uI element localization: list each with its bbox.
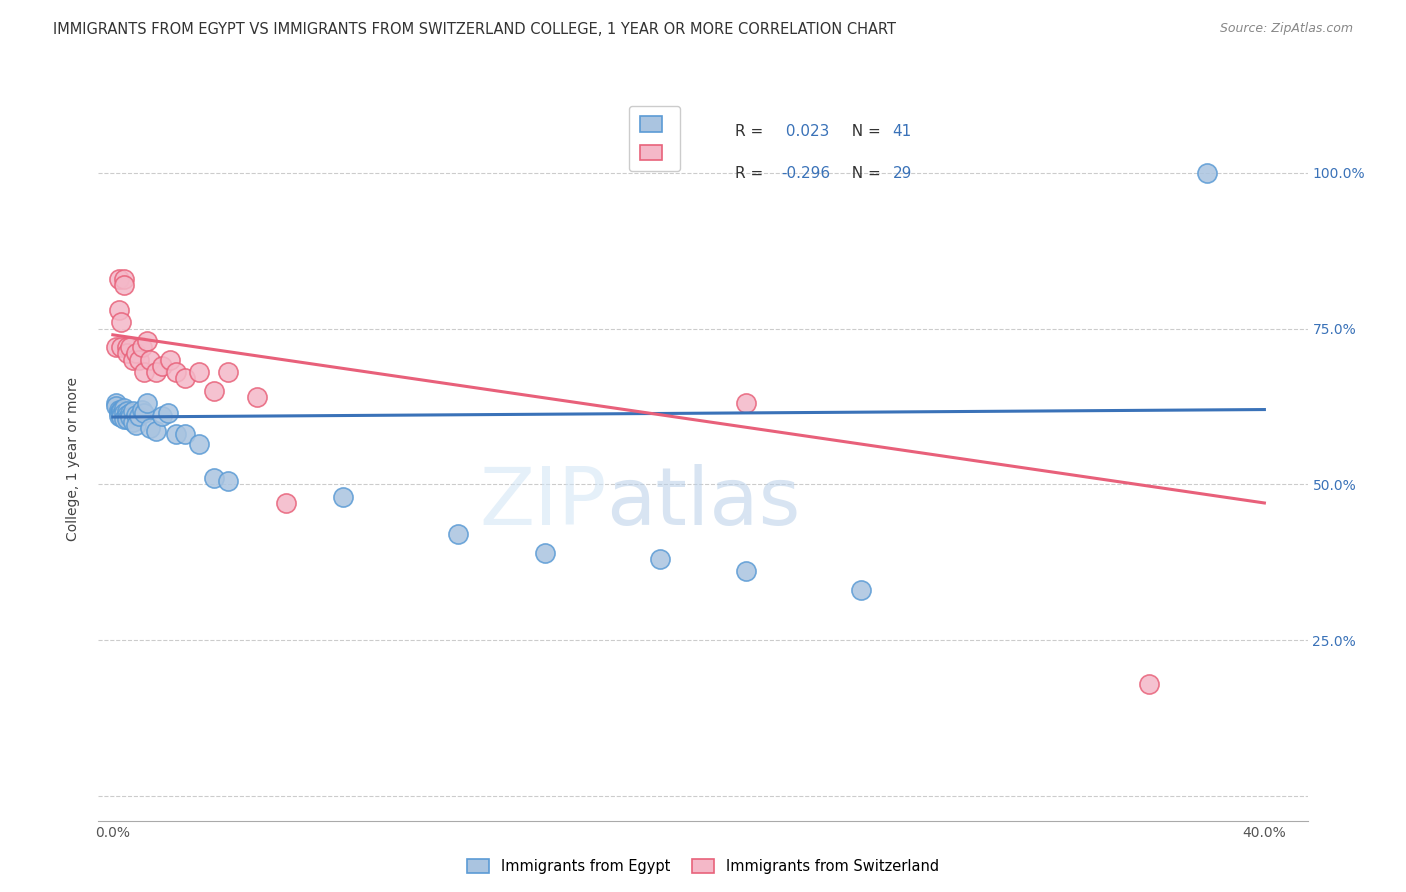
- Point: [110, 402, 132, 417]
- Point: [1137, 676, 1160, 690]
- Point: [112, 277, 135, 292]
- Point: [274, 496, 297, 510]
- Y-axis label: College, 1 year or more: College, 1 year or more: [66, 377, 80, 541]
- Text: -0.296: -0.296: [782, 166, 831, 181]
- Point: [110, 408, 132, 422]
- Point: [107, 302, 129, 317]
- Text: ZIP: ZIP: [479, 464, 606, 541]
- Point: [150, 359, 173, 373]
- Point: [110, 340, 132, 354]
- Point: [150, 409, 173, 423]
- Point: [217, 365, 239, 379]
- Point: [139, 352, 162, 367]
- Point: [115, 412, 138, 426]
- Point: [134, 406, 156, 420]
- Point: [122, 352, 145, 367]
- Text: Source: ZipAtlas.com: Source: ZipAtlas.com: [1219, 22, 1353, 36]
- Point: [128, 352, 150, 367]
- Point: [139, 421, 162, 435]
- Point: [145, 425, 167, 439]
- Point: [246, 390, 269, 404]
- Point: [851, 583, 873, 598]
- Legend: Immigrants from Egypt, Immigrants from Switzerland: Immigrants from Egypt, Immigrants from S…: [461, 854, 945, 880]
- Point: [104, 340, 127, 354]
- Point: [120, 410, 142, 425]
- Point: [125, 418, 148, 433]
- Point: [107, 409, 129, 423]
- Point: [648, 552, 671, 566]
- Text: R =: R =: [735, 124, 769, 139]
- Point: [120, 406, 142, 420]
- Text: atlas: atlas: [606, 464, 800, 541]
- Point: [122, 415, 145, 429]
- Point: [165, 427, 187, 442]
- Point: [202, 384, 225, 398]
- Point: [159, 352, 181, 367]
- Point: [156, 406, 179, 420]
- Point: [112, 271, 135, 285]
- Point: [188, 437, 211, 451]
- Point: [145, 365, 167, 379]
- Point: [131, 402, 153, 417]
- Point: [332, 490, 354, 504]
- Point: [110, 315, 132, 329]
- Point: [115, 404, 138, 418]
- Point: [104, 396, 127, 410]
- Point: [112, 401, 135, 416]
- Point: [107, 402, 129, 417]
- Point: [110, 410, 132, 425]
- Point: [125, 408, 148, 422]
- Point: [447, 527, 470, 541]
- Point: [136, 334, 159, 348]
- Point: [115, 340, 138, 354]
- Point: [104, 400, 127, 414]
- Point: [131, 340, 153, 354]
- Point: [735, 396, 758, 410]
- Point: [115, 408, 138, 422]
- Point: [134, 365, 156, 379]
- Point: [125, 346, 148, 360]
- Point: [173, 427, 195, 442]
- Text: 0.023: 0.023: [782, 124, 830, 139]
- Point: [173, 371, 195, 385]
- Point: [217, 474, 239, 488]
- Point: [735, 565, 758, 579]
- Text: R =: R =: [735, 166, 769, 181]
- Point: [1195, 166, 1218, 180]
- Point: [533, 546, 555, 560]
- Point: [122, 404, 145, 418]
- Point: [112, 406, 135, 420]
- Point: [110, 404, 132, 418]
- Text: 41: 41: [893, 124, 912, 139]
- Point: [107, 406, 129, 420]
- Point: [112, 412, 135, 426]
- Legend: , : ,: [630, 106, 681, 171]
- Text: N =: N =: [842, 166, 886, 181]
- Point: [120, 340, 142, 354]
- Point: [128, 409, 150, 423]
- Point: [136, 396, 159, 410]
- Text: 29: 29: [893, 166, 912, 181]
- Point: [115, 346, 138, 360]
- Point: [202, 471, 225, 485]
- Text: IMMIGRANTS FROM EGYPT VS IMMIGRANTS FROM SWITZERLAND COLLEGE, 1 YEAR OR MORE COR: IMMIGRANTS FROM EGYPT VS IMMIGRANTS FROM…: [53, 22, 897, 37]
- Text: N =: N =: [842, 124, 886, 139]
- Point: [188, 365, 211, 379]
- Point: [165, 365, 187, 379]
- Point: [107, 271, 129, 285]
